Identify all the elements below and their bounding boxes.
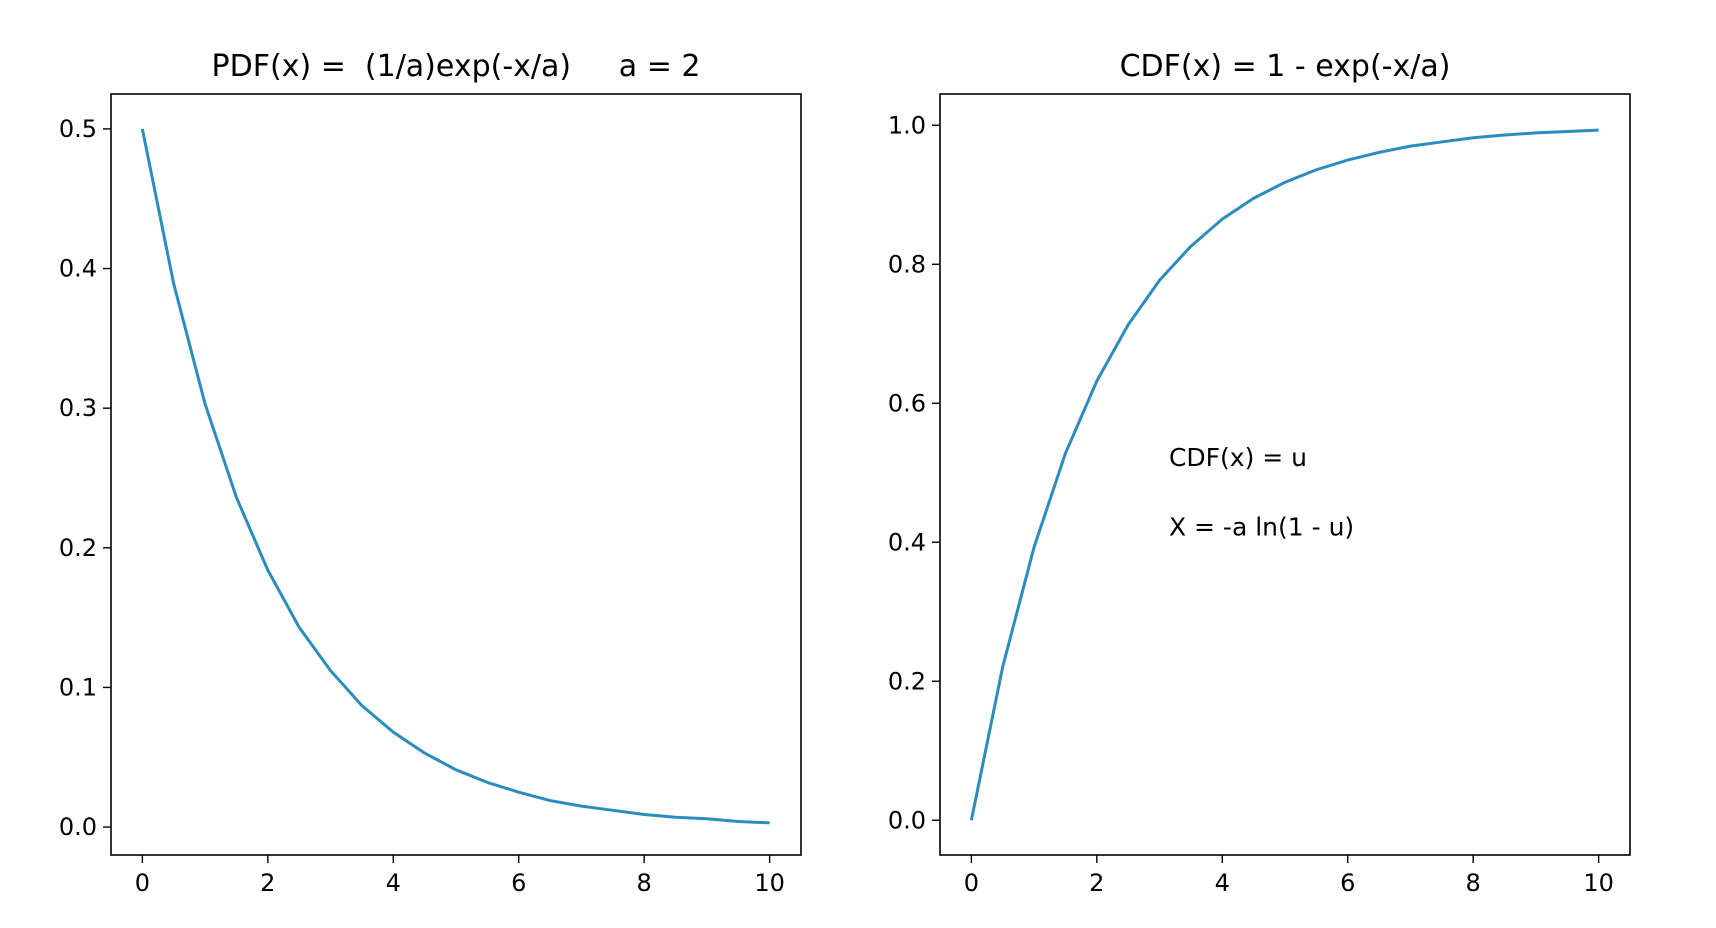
pdf-y-tick-label-1: 0.1 <box>59 673 97 701</box>
pdf-y-tick-label-3: 0.3 <box>59 394 97 422</box>
cdf-x-tick-label-3: 6 <box>1340 869 1355 897</box>
cdf-y-tick-label-1: 0.2 <box>888 667 926 695</box>
cdf-y-tick-label-4: 0.8 <box>888 250 926 278</box>
cdf-annotation-0: CDF(x) = u <box>1169 443 1307 472</box>
cdf-x-tick-label-0: 0 <box>964 869 979 897</box>
pdf-y-tick-label-0: 0.0 <box>59 813 97 841</box>
cdf-y-tick-label-0: 0.0 <box>888 806 926 834</box>
pdf-x-tick-label-3: 6 <box>511 869 526 897</box>
cdf-axes-frame <box>939 93 1631 856</box>
pdf-x-tick-label-2: 4 <box>386 869 401 897</box>
cdf-series-line-0 <box>969 128 1599 821</box>
cdf-axes: 0 2 4 6 8 10 0.0 0.2 0.4 0.6 0.8 1.0 CDF(x) = 1 - ex… <box>888 49 1631 897</box>
pdf-axes: 0 2 4 6 8 10 0.0 0.1 0.2 0.3 0.4 0.5 PDF(x) = (1/a)e… <box>59 49 802 897</box>
cdf-x-tick-label-4: 8 <box>1466 869 1481 897</box>
pdf-x-tick-label-5: 10 <box>754 869 785 897</box>
pdf-axes-frame <box>110 93 802 856</box>
pdf-y-tick-label-5: 0.5 <box>59 115 97 143</box>
cdf-chart-title: CDF(x) = 1 - exp(-x/a) <box>1120 49 1451 84</box>
cdf-y-tick-label-2: 0.4 <box>888 528 926 556</box>
pdf-y-tick-label-2: 0.2 <box>59 534 97 562</box>
cdf-x-tick-label-1: 2 <box>1089 869 1104 897</box>
cdf-x-tick-label-2: 4 <box>1215 869 1230 897</box>
pdf-x-tick-label-4: 8 <box>637 869 652 897</box>
pdf-y-tick-label-4: 0.4 <box>59 255 97 283</box>
cdf-annotation-1: X = -a ln(1 - u) <box>1169 512 1354 541</box>
pdf-x-tick-label-0: 0 <box>135 869 150 897</box>
pdf-x-tick-label-1: 2 <box>260 869 275 897</box>
pdf-chart-title: PDF(x) = (1/a)exp(-x/a) a = 2 <box>212 49 701 84</box>
pdf-series-line-0 <box>140 128 770 825</box>
cdf-y-tick-label-3: 0.6 <box>888 389 926 417</box>
cdf-y-tick-label-5: 1.0 <box>888 111 926 139</box>
cdf-x-tick-label-5: 10 <box>1583 869 1614 897</box>
